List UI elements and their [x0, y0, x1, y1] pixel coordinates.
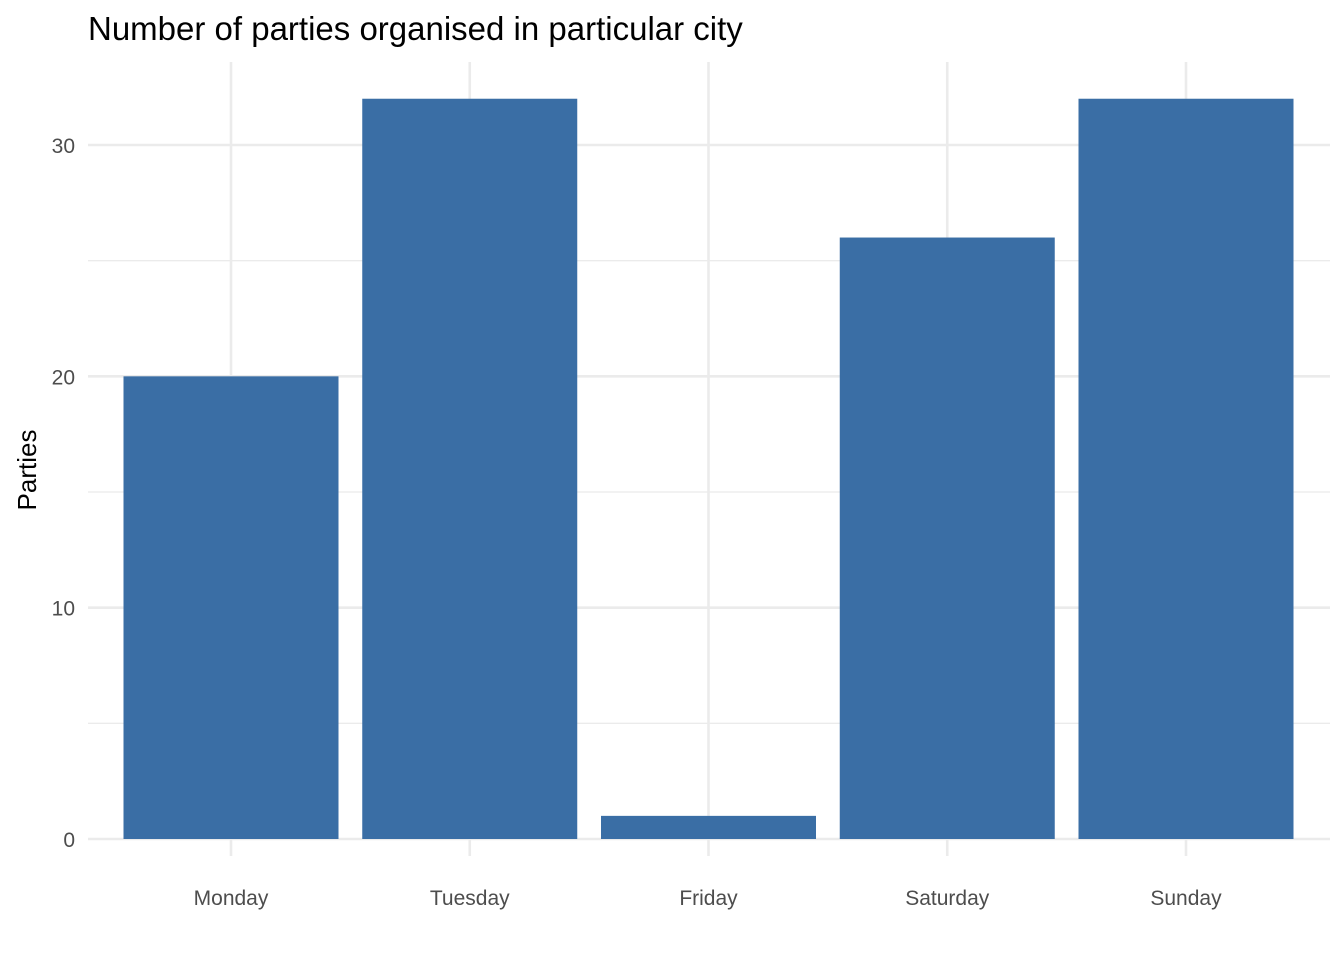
- bar-tuesday: [362, 98, 578, 839]
- bar-friday: [601, 815, 816, 839]
- y-tick-labels: 0 10 20 30: [52, 135, 75, 852]
- y-tick-label: 10: [52, 598, 75, 621]
- chart-title: Number of parties organised in particula…: [88, 10, 743, 47]
- x-tick-label: Friday: [679, 887, 738, 910]
- bar-sunday: [1078, 98, 1294, 839]
- x-tick-label: Saturday: [905, 887, 990, 910]
- y-tick-label: 30: [52, 135, 75, 158]
- x-tick-label: Tuesday: [430, 887, 510, 910]
- x-tick-labels: Monday Tuesday Friday Saturday Sunday: [194, 887, 1222, 910]
- y-tick-label: 20: [52, 366, 75, 389]
- bar-monday: [123, 376, 339, 839]
- bars-group: [123, 98, 1294, 840]
- x-tick-label: Sunday: [1150, 887, 1222, 910]
- x-tick-label: Monday: [194, 887, 269, 910]
- y-tick-label: 0: [63, 829, 75, 852]
- bar-saturday: [839, 237, 1055, 840]
- y-axis-label: Parties: [12, 430, 42, 511]
